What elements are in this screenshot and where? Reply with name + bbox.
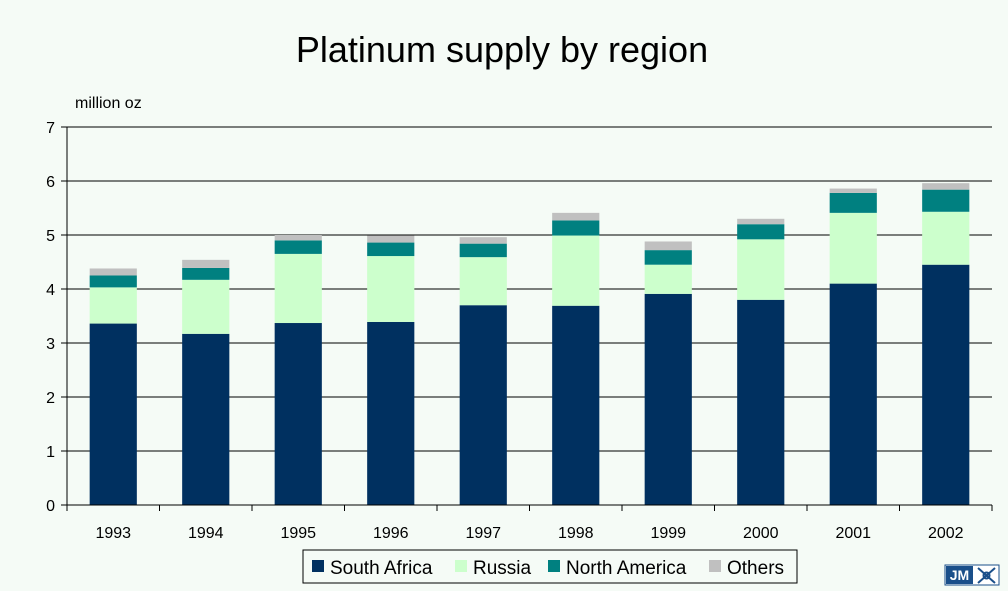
bar-south-africa-2002 [922, 264, 970, 505]
bar-north-america-2000 [737, 224, 785, 240]
bar-others-1997 [459, 237, 507, 244]
x-tick-label: 1999 [650, 525, 686, 542]
y-tick-label: 5 [46, 228, 55, 245]
bar-south-africa-2001 [829, 283, 877, 505]
y-tick-label: 0 [46, 498, 55, 515]
x-tick-label: 1993 [95, 525, 131, 542]
bar-russia-2002 [922, 211, 970, 265]
chart-title: Platinum supply by region [296, 29, 708, 70]
bar-others-1999 [644, 241, 692, 251]
y-tick-label: 4 [46, 282, 55, 299]
x-tick-label: 2002 [928, 525, 964, 542]
bar-others-1994 [182, 259, 230, 268]
jm-logo-text: JM [950, 567, 969, 583]
bar-north-america-2002 [922, 189, 970, 212]
legend-swatch-north-america [548, 560, 560, 572]
bar-russia-1996 [367, 256, 415, 322]
bar-others-1993 [89, 268, 137, 276]
y-axis-unit-label: million oz [75, 95, 142, 112]
x-tick-label: 1996 [373, 525, 409, 542]
bar-russia-2001 [829, 212, 877, 284]
y-tick-label: 7 [46, 120, 55, 137]
bar-russia-1999 [644, 264, 692, 294]
x-tick-label: 1998 [558, 525, 594, 542]
x-tick-label: 2000 [743, 525, 779, 542]
jm-logo: JM [944, 564, 1000, 586]
x-tick-label: 2001 [835, 525, 871, 542]
bar-north-america-1995 [274, 240, 322, 254]
bar-south-africa-1995 [274, 323, 322, 505]
x-tick-label: 1995 [280, 525, 316, 542]
y-tick-label: 1 [46, 444, 55, 461]
bar-north-america-1994 [182, 267, 230, 280]
y-axis-ticks: 0 1 2 3 4 5 6 7 [46, 120, 67, 515]
bar-russia-1998 [552, 235, 600, 306]
legend-swatch-south-africa [312, 560, 324, 572]
bar-north-america-1993 [89, 275, 137, 288]
bar-south-africa-1993 [89, 323, 137, 505]
bar-north-america-1998 [552, 220, 600, 236]
x-axis-ticks: 1993 1994 1995 1996 1997 1998 1999 2000 2001 2002 [66, 505, 993, 542]
bar-south-africa-1996 [367, 321, 415, 505]
bar-russia-2000 [737, 239, 785, 300]
bar-south-africa-1997 [459, 305, 507, 505]
bar-south-africa-1998 [552, 305, 600, 505]
bar-russia-1997 [459, 257, 507, 306]
x-tick-label: 1997 [465, 525, 501, 542]
bar-russia-1993 [89, 287, 137, 324]
legend-swatch-others [709, 560, 721, 572]
bar-stacks [89, 183, 970, 505]
legend-swatch-russia [455, 560, 467, 572]
bar-others-1995 [274, 235, 322, 241]
legend-label-south-africa: South Africa [330, 558, 433, 579]
bar-others-1996 [367, 235, 415, 243]
bar-south-africa-1999 [644, 293, 692, 505]
bar-north-america-1996 [367, 242, 415, 257]
bar-south-africa-2000 [737, 299, 785, 505]
bar-north-america-1999 [644, 250, 692, 265]
bar-russia-1994 [182, 279, 230, 334]
bar-north-america-2001 [829, 192, 877, 213]
bar-others-2001 [829, 188, 877, 193]
bar-others-1998 [552, 212, 600, 221]
bar-others-2002 [922, 183, 970, 190]
legend-label-russia: Russia [473, 558, 532, 579]
x-tick-label: 1994 [188, 525, 224, 542]
jm-crossed-hammers-icon [977, 567, 996, 584]
legend-label-north-america: North America [566, 558, 687, 579]
y-tick-label: 6 [46, 174, 55, 191]
legend: South Africa Russia North America Others [302, 549, 798, 584]
bar-south-africa-1994 [182, 333, 230, 505]
bar-others-2000 [737, 218, 785, 225]
y-tick-label: 3 [46, 336, 55, 353]
y-tick-label: 2 [46, 390, 55, 407]
legend-label-others: Others [727, 558, 784, 579]
bar-north-america-1997 [459, 243, 507, 258]
bar-russia-1995 [274, 253, 322, 324]
